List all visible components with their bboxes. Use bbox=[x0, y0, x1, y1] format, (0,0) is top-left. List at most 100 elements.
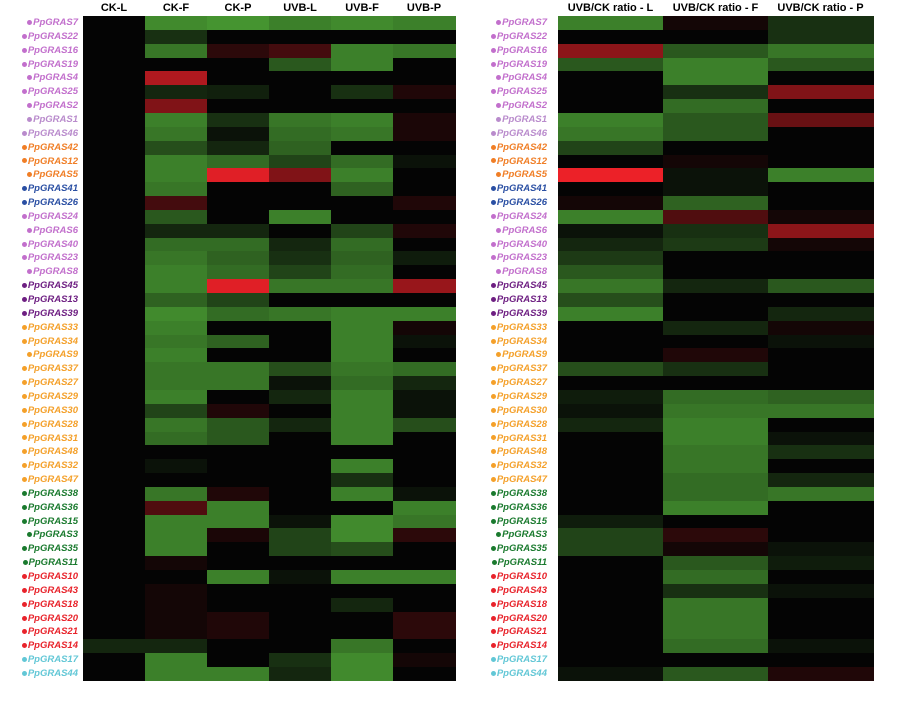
heatmap-cell bbox=[207, 140, 270, 155]
heatmap-cell bbox=[207, 237, 270, 252]
row-label-text: PpGRAS33 bbox=[496, 321, 547, 333]
heatmap-cell bbox=[207, 293, 270, 308]
heatmap-cell bbox=[768, 445, 874, 460]
heatmap-cell bbox=[393, 168, 456, 183]
heatmap-cell bbox=[145, 597, 208, 613]
heatmap-cell bbox=[393, 237, 456, 252]
row-label-text: PpGRAS34 bbox=[27, 335, 78, 347]
heatmap-cell bbox=[269, 653, 332, 668]
heatmap-cell bbox=[269, 389, 332, 405]
row-label: PpGRAS9 bbox=[496, 347, 547, 363]
bullet-icon bbox=[490, 587, 496, 593]
heatmap-cell bbox=[331, 389, 394, 405]
heatmap-cell bbox=[768, 403, 874, 419]
heatmap-cell bbox=[558, 362, 664, 377]
heatmap-cell bbox=[207, 209, 270, 225]
heatmap-cell bbox=[663, 514, 769, 529]
row-label-text: PpGRAS27 bbox=[496, 377, 547, 389]
row-label: PpGRAS35 bbox=[490, 541, 547, 557]
row-label-text: PpGRAS15 bbox=[496, 515, 547, 527]
bullet-icon bbox=[21, 144, 27, 150]
heatmap-cell bbox=[558, 514, 664, 529]
row-label-text: PpGRAS37 bbox=[27, 363, 78, 375]
row-label-text: PpGRAS6 bbox=[33, 224, 78, 236]
row-label: PpGRAS42 bbox=[21, 140, 78, 156]
bullet-icon bbox=[21, 324, 27, 330]
heatmap-cell bbox=[768, 223, 874, 239]
bullet-icon bbox=[27, 269, 33, 275]
heatmap-cell bbox=[768, 583, 874, 599]
row-label-text: PpGRAS24 bbox=[27, 210, 78, 222]
heatmap-cell bbox=[331, 154, 394, 169]
row-label: PpGRAS26 bbox=[490, 195, 547, 211]
heatmap-cell bbox=[83, 43, 146, 59]
heatmap-cell bbox=[558, 196, 664, 211]
heatmap-cell bbox=[207, 154, 270, 169]
heatmap-cell bbox=[269, 71, 332, 86]
heatmap-cell bbox=[145, 486, 208, 502]
bullet-icon bbox=[21, 546, 27, 552]
row-label-text: PpGRAS26 bbox=[27, 197, 78, 209]
heatmap-cell bbox=[663, 29, 769, 45]
bullet-icon bbox=[496, 116, 502, 122]
row-label: PpGRAS46 bbox=[21, 126, 78, 142]
bullet-icon bbox=[490, 463, 496, 469]
heatmap-cell bbox=[393, 85, 456, 100]
heatmap-cell bbox=[663, 583, 769, 599]
heatmap-cell bbox=[393, 71, 456, 86]
row-label-text: PpGRAS6 bbox=[502, 224, 547, 236]
heatmap-cell bbox=[83, 570, 146, 585]
row-label: PpGRAS10 bbox=[490, 569, 547, 585]
row-label: PpGRAS42 bbox=[490, 140, 547, 156]
heatmap-cell bbox=[768, 376, 874, 391]
heatmap-cell bbox=[558, 417, 664, 432]
heatmap-cell bbox=[207, 403, 270, 419]
row-label-text: PpGRAS10 bbox=[27, 571, 78, 582]
heatmap-cell bbox=[558, 265, 664, 280]
heatmap-cell bbox=[207, 168, 270, 183]
heatmap-cell bbox=[663, 279, 769, 294]
heatmap-cell bbox=[145, 168, 208, 183]
heatmap-cell bbox=[83, 653, 146, 668]
row-label: PpGRAS48 bbox=[21, 444, 78, 460]
bullet-icon bbox=[21, 615, 27, 621]
heatmap-cell bbox=[83, 403, 146, 419]
column-header: UVB-L bbox=[283, 2, 317, 14]
heatmap-cell bbox=[145, 348, 208, 363]
bullet-icon bbox=[21, 33, 27, 39]
heatmap-cell bbox=[83, 320, 146, 336]
heatmap-cell bbox=[331, 639, 394, 654]
row-label: PpGRAS10 bbox=[21, 569, 78, 585]
row-label: PpGRAS29 bbox=[490, 389, 547, 405]
bullet-icon bbox=[490, 213, 496, 219]
row-label-text: PpGRAS14 bbox=[27, 640, 78, 652]
heatmap-cell bbox=[393, 293, 456, 308]
row-label-text: PpGRAS43 bbox=[27, 584, 78, 596]
row-label: PpGRAS13 bbox=[490, 292, 547, 308]
heatmap-cell bbox=[558, 140, 664, 155]
heatmap-cell bbox=[558, 154, 664, 169]
heatmap-cell bbox=[768, 154, 874, 169]
heatmap-cell bbox=[558, 445, 664, 460]
row-label-text: PpGRAS46 bbox=[27, 127, 78, 139]
heatmap-cell bbox=[663, 376, 769, 391]
bullet-icon bbox=[27, 532, 33, 538]
row-label-text: PpGRAS10 bbox=[496, 571, 547, 582]
row-label-text: PpGRAS5 bbox=[502, 169, 547, 181]
row-label: PpGRAS40 bbox=[21, 237, 78, 253]
heatmap-cell bbox=[331, 57, 394, 72]
heatmap-cell bbox=[331, 306, 394, 322]
bullet-icon bbox=[490, 407, 496, 413]
heatmap-cell bbox=[269, 542, 332, 557]
bullet-icon bbox=[496, 103, 502, 109]
row-label: PpGRAS19 bbox=[490, 57, 547, 73]
bullet-icon bbox=[490, 601, 496, 607]
heatmap-cell bbox=[83, 182, 146, 197]
row-label: PpGRAS23 bbox=[490, 250, 547, 266]
heatmap-cell bbox=[207, 320, 270, 336]
heatmap-cell bbox=[207, 334, 270, 349]
row-label: PpGRAS26 bbox=[21, 195, 78, 211]
row-label: PpGRAS28 bbox=[21, 417, 78, 433]
heatmap-cell bbox=[269, 611, 332, 626]
heatmap-cell bbox=[393, 43, 456, 59]
